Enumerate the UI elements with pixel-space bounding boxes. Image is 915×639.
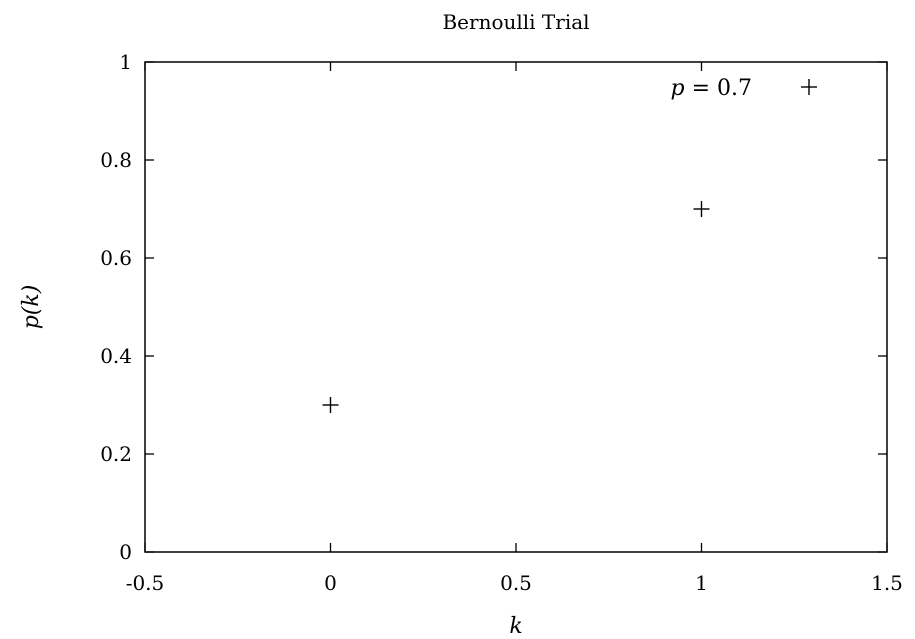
x-tick-label: 0 — [324, 571, 337, 595]
x-tick-label: -0.5 — [126, 571, 165, 595]
y-tick-label: 0.4 — [100, 344, 132, 368]
y-tick-label: 0.2 — [100, 442, 132, 466]
x-tick-label: 1.5 — [871, 571, 903, 595]
x-tick-labels: -0.5 0 0.5 1 1.5 — [126, 571, 903, 595]
x-tick-label: 0.5 — [500, 571, 532, 595]
legend-plus-marker — [801, 79, 817, 95]
legend-label-series-0: p = 0.7 — [670, 76, 752, 101]
y-tick-label: 0.6 — [100, 246, 132, 270]
y-tick-label: 1 — [119, 50, 132, 74]
legend: p = 0.7 — [670, 76, 817, 101]
data-point-marker — [693, 201, 710, 217]
data-point-marker — [322, 397, 339, 413]
y-tick-labels: 0 0.2 0.4 0.6 0.8 1 — [100, 50, 132, 564]
y-tick-label: 0 — [119, 540, 132, 564]
x-tick-label: 1 — [695, 571, 708, 595]
axis-ticks — [144, 61, 888, 553]
y-tick-label: 0.8 — [100, 148, 132, 172]
y-axis-label: p(k) — [19, 285, 44, 330]
plot-frame — [144, 61, 888, 553]
data-points — [322, 201, 710, 413]
legend-marker-series-0 — [801, 79, 817, 95]
chart-title: Bernoulli Trial — [442, 10, 589, 34]
x-axis-label: k — [509, 614, 522, 639]
